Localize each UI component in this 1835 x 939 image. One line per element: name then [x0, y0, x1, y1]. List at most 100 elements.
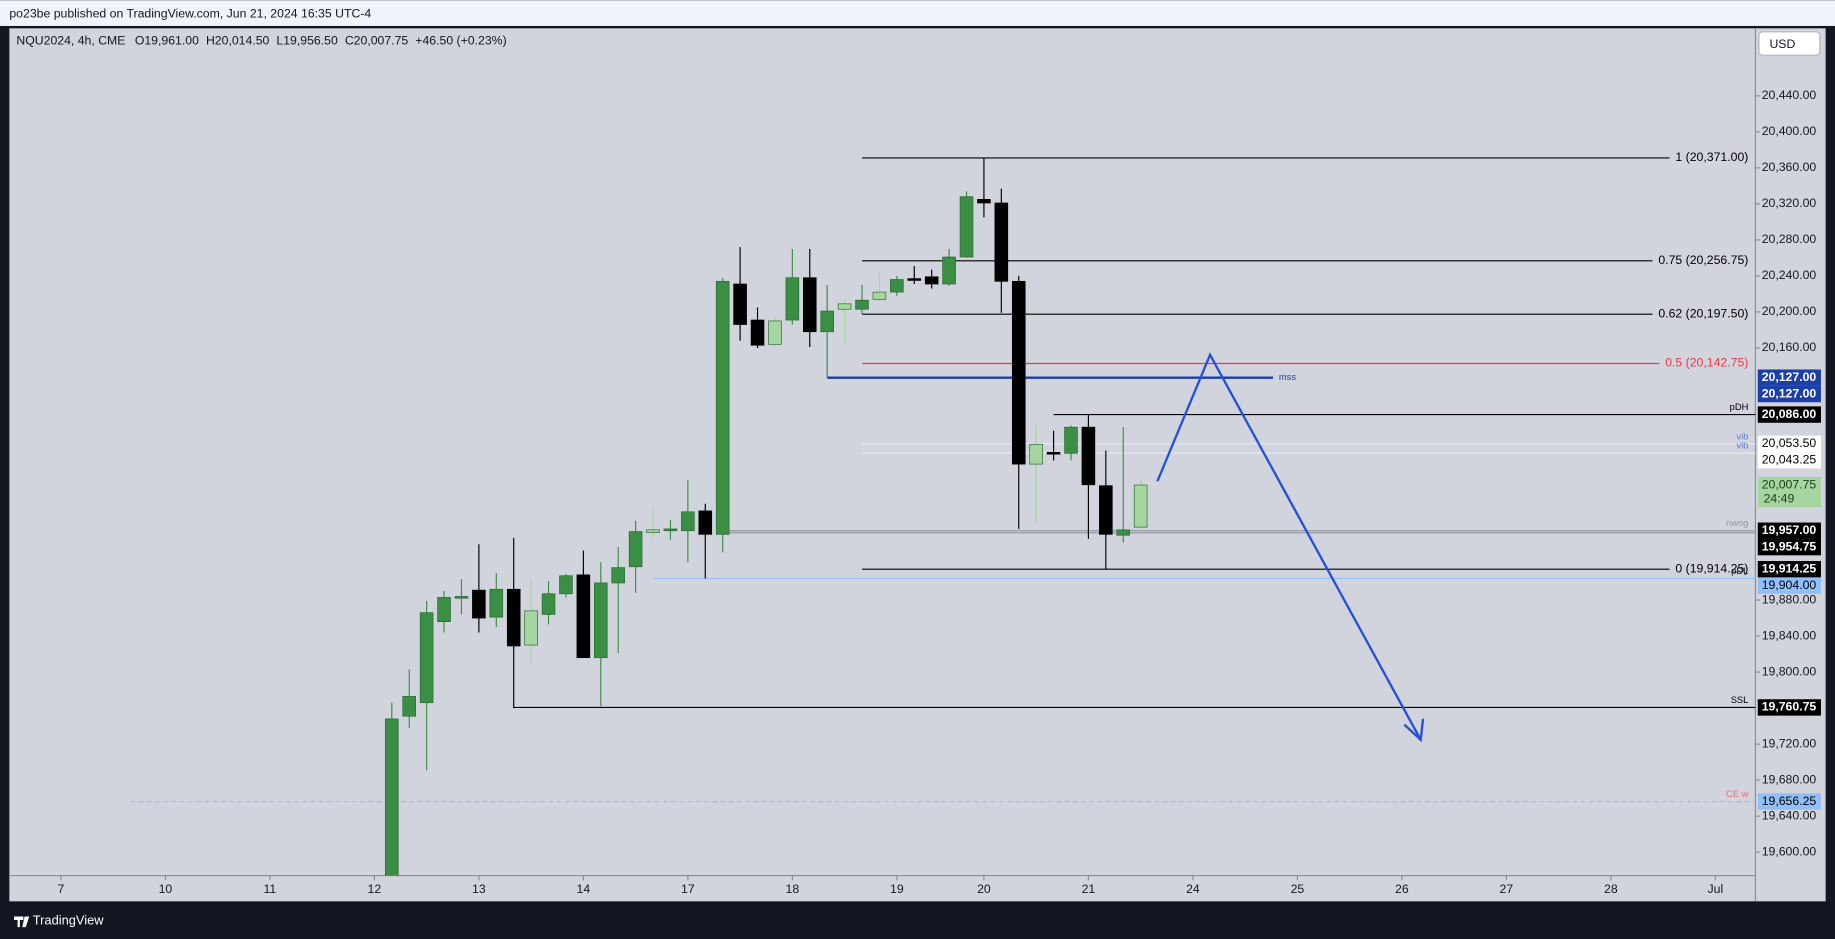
- candle-body: [924, 276, 939, 285]
- candle-body: [907, 278, 922, 281]
- price-tag: [1757, 476, 1821, 508]
- legend-item: +46.50 (+0.23%): [415, 33, 506, 47]
- price-tag-label: 20,127.00: [1762, 386, 1817, 400]
- candle-body: [524, 610, 538, 646]
- price-tag: [1757, 369, 1821, 386]
- candle-body: [541, 593, 556, 615]
- currency-button[interactable]: [1758, 31, 1821, 56]
- x-tick-label: 13: [472, 882, 486, 896]
- legend-item: L19,956.50: [276, 33, 338, 47]
- y-tick-label: 19,720.00: [1762, 736, 1817, 750]
- x-tick-label: 21: [1082, 882, 1096, 896]
- candle-body: [750, 319, 765, 346]
- candle-body: [419, 612, 434, 704]
- candle-body: [1011, 280, 1026, 465]
- y-tick-label: 19,600.00: [1762, 844, 1817, 858]
- price-tag-label: 20,053.50: [1762, 436, 1817, 450]
- countdown: 24:49: [1764, 491, 1795, 505]
- y-tick-label: 19,840.00: [1762, 628, 1817, 642]
- price-tag: [1757, 385, 1821, 403]
- price-tag: [1757, 577, 1821, 594]
- chart-area: [9, 28, 1826, 902]
- x-tick-label: 17: [681, 882, 695, 896]
- x-tick-label: 27: [1500, 882, 1514, 896]
- x-tick-label: 24: [1186, 882, 1200, 896]
- candle-body: [454, 596, 469, 599]
- candle-body: [385, 718, 399, 876]
- price-tag: [1757, 452, 1821, 469]
- price-tag: [1757, 435, 1821, 453]
- price-tag-label: 20,086.00: [1762, 407, 1817, 421]
- price-tag: [1757, 699, 1821, 716]
- price-tag: [1757, 522, 1821, 539]
- price-tag-label: 20,043.25: [1762, 452, 1817, 466]
- candle-body: [437, 597, 451, 623]
- candle-body: [576, 574, 591, 659]
- y-tick-label: 20,200.00: [1762, 304, 1817, 318]
- x-tick-label: 12: [368, 882, 382, 896]
- candle-body: [593, 582, 608, 659]
- x-tick-label: 18: [786, 882, 800, 896]
- candle-body: [768, 320, 782, 345]
- level-label: vib: [1736, 431, 1748, 441]
- level-label: mss: [1279, 372, 1296, 382]
- x-tick-label: 25: [1291, 882, 1305, 896]
- candle-body: [977, 199, 991, 204]
- candle-body: [559, 575, 573, 595]
- candle-body: [1116, 529, 1131, 536]
- price-tag-label: 19,760.75: [1762, 700, 1817, 714]
- candle-body: [1064, 426, 1078, 454]
- level-label: 1 (20,371.00): [1675, 150, 1748, 164]
- y-tick-label: 19,640.00: [1762, 808, 1817, 822]
- candle-body: [663, 528, 678, 532]
- plot: [130, 157, 1756, 876]
- candle-body: [698, 510, 713, 535]
- candle-body: [1099, 485, 1113, 535]
- price-tag: [1757, 793, 1821, 810]
- candle-body: [506, 588, 521, 647]
- price-tag-label: 19,914.25: [1762, 561, 1817, 575]
- y-tick-label: 20,440.00: [1762, 88, 1817, 102]
- level-label: 0.62 (20,197.50): [1658, 306, 1748, 320]
- candle-body: [872, 291, 887, 300]
- level-label: CE w: [1726, 789, 1749, 799]
- price-tag-label: 20,007.75: [1762, 477, 1817, 491]
- candle-body: [802, 277, 817, 333]
- x-tick-label: 14: [577, 882, 591, 896]
- price-tag-label: 19,957.00: [1762, 523, 1817, 537]
- candle-body: [1081, 426, 1096, 486]
- level-label: 0 (19,914.25): [1675, 561, 1748, 575]
- price-tag-label: 19,954.75: [1762, 539, 1817, 553]
- candle-body: [1029, 443, 1043, 465]
- level-label: 0.75 (20,256.75): [1658, 253, 1748, 267]
- candle-body: [959, 196, 974, 258]
- x-tick-label: 11: [264, 882, 277, 896]
- candle-body: [837, 303, 852, 310]
- y-tick-label: 20,360.00: [1762, 160, 1817, 174]
- header-bar: [0, 0, 1835, 26]
- projection-path: [1156, 352, 1422, 741]
- published-note: po23be published on TradingView.com, Jun…: [9, 7, 371, 21]
- level-label: nwog: [1726, 518, 1748, 528]
- y-tick-label: 20,240.00: [1762, 268, 1817, 282]
- x-tick-label: 10: [159, 882, 173, 896]
- level-label: pDL: [1731, 566, 1748, 576]
- candle-body: [890, 279, 904, 293]
- legend-item: NQU2024, 4h, CME: [16, 33, 125, 47]
- candle-body: [1133, 484, 1148, 528]
- drawing-arrow: [1156, 352, 1425, 743]
- candle-body: [489, 588, 504, 618]
- brand-logo: [14, 916, 30, 928]
- y-tick-label: 20,320.00: [1762, 196, 1817, 210]
- currency: USD: [1769, 37, 1795, 51]
- candle-body: [1046, 452, 1061, 455]
- candle-body: [942, 256, 956, 285]
- candle-body: [646, 529, 660, 533]
- arrow-head: [1403, 718, 1425, 743]
- level-label: SSL: [1731, 695, 1749, 705]
- candle-body: [820, 310, 834, 333]
- candle-body: [785, 277, 800, 321]
- price-tag-label: 19,904.00: [1762, 578, 1817, 592]
- candle-body: [855, 299, 869, 310]
